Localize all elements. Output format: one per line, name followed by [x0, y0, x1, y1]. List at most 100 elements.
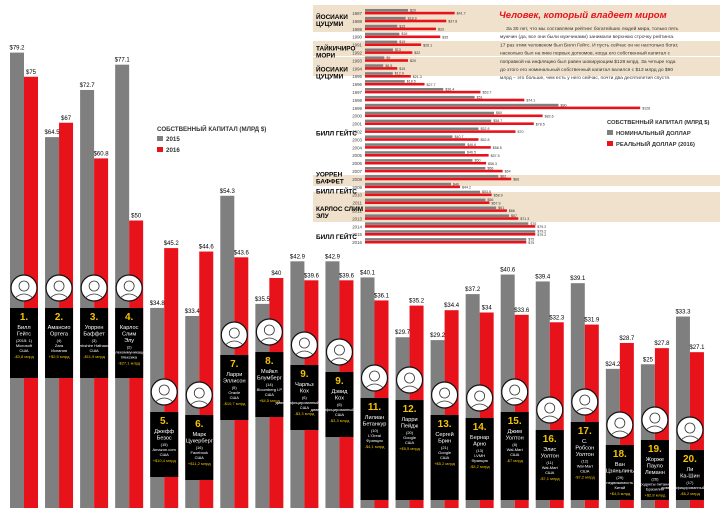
value-label-2016: $45.2 [164, 241, 180, 247]
inset-bar-nominal [365, 16, 406, 20]
person-extra: Amazon.com [153, 447, 177, 452]
inset-bar-real [365, 35, 441, 39]
inset-person-label: ЙОСИАКИ [316, 65, 348, 74]
value-label-2016: $31.9 [584, 318, 600, 324]
person-extra: (17) [686, 480, 694, 485]
person-extra: Google [438, 450, 452, 455]
inset-value-real: $71.3 [520, 217, 529, 221]
person-change: +$2,8 млрд [645, 493, 666, 498]
person-extra: США [265, 392, 275, 397]
person-extra: (20) [406, 430, 414, 435]
inset-bar-real [365, 177, 512, 181]
rank-number: 2. [55, 312, 64, 323]
inset-value-nominal: $67 [511, 214, 517, 218]
portrait-shoulders-icon [365, 383, 384, 389]
inset-bar-real [365, 98, 525, 102]
portrait-face-icon [158, 384, 170, 396]
portrait-shoulders-icon [84, 293, 104, 299]
person-extra: продукты питания [638, 482, 672, 487]
person-change: -$3,3 млрд [330, 418, 350, 423]
inset-value-real: $56.3 [488, 162, 497, 166]
inset-bar-nominal [365, 72, 393, 75]
inset-value-real: $64 [505, 170, 511, 174]
portrait-shoulders-icon [435, 400, 454, 406]
value-label-2016: $60.8 [94, 151, 110, 157]
portrait-face-icon [263, 324, 275, 336]
value-label-2015: $64.5 [45, 130, 61, 136]
person-name: Джефф [154, 429, 174, 435]
value-label-2016: $39.6 [339, 273, 355, 279]
inset-bar-nominal [365, 32, 400, 36]
inset-bar-real [365, 130, 516, 133]
inset-bar-real [365, 27, 436, 31]
person-extra: LVMH [474, 453, 485, 458]
person-name: Жорже [646, 457, 664, 463]
person-extra: США [335, 412, 345, 417]
inset-bar-nominal [365, 135, 453, 138]
person-name: Гейтс [17, 331, 31, 338]
inset-value-real: $53.7 [482, 91, 491, 95]
bar-2015 [220, 195, 235, 508]
inset-bar-nominal [365, 9, 408, 12]
person-name: Бернар [470, 435, 489, 441]
year-label: 2004 [352, 145, 362, 150]
person-extra: США [89, 348, 99, 353]
inset-bar-nominal [365, 238, 527, 241]
inset-bar-nominal [365, 95, 475, 99]
portrait-shoulders-icon [575, 407, 595, 413]
portrait-shoulders-icon [680, 435, 700, 441]
value-label-2016: $34 [482, 306, 493, 312]
portrait-icon [10, 274, 38, 302]
portrait-shoulders-icon [189, 400, 209, 406]
value-label-2015: $40.1 [360, 270, 376, 276]
person-change: -$10,7 млрд [223, 401, 246, 406]
value-label-2016: $40 [271, 271, 282, 277]
inset-bar-nominal [365, 167, 486, 170]
legend-item: 2016 [166, 147, 180, 154]
inset-person-label: МОРИ [316, 52, 336, 59]
rank-number: 13. [438, 419, 452, 430]
inset-person-label: ЦУЦУМИ [316, 21, 344, 28]
portrait-icon [185, 381, 213, 409]
person-extra: Испания [51, 348, 67, 353]
inset-bar-real [365, 106, 641, 110]
person-label-box [45, 308, 74, 378]
person-extra: (5) [232, 385, 238, 390]
person-label-box [675, 450, 704, 500]
person-name: Безос [157, 436, 172, 442]
portrait-shoulders-icon [400, 385, 419, 391]
person-extra: Бразилия [646, 487, 664, 492]
person-extra: Berkshire Hathaway [76, 343, 112, 348]
year-label: 1990 [352, 35, 362, 40]
portrait-shoulders-icon [540, 415, 560, 421]
person-extra: L'Oreal [368, 433, 381, 438]
inset-value-nominal: $50 [475, 159, 481, 163]
portrait-face-icon [193, 387, 205, 399]
inset-value-real: $52.8 [481, 138, 490, 142]
inset-bar-real [365, 201, 490, 204]
inset-bar-real [365, 225, 536, 228]
year-label: 1995 [352, 74, 362, 79]
person-extra: Microsoft [16, 343, 33, 348]
person-extra: США [300, 405, 310, 410]
person-extra: диверсифицированный бизнес [661, 485, 719, 490]
value-label-2015: $77.1 [115, 58, 131, 64]
portrait-icon [220, 321, 248, 349]
inset-bar-real [365, 154, 489, 157]
inset-value-nominal: $12.9 [395, 72, 404, 76]
year-label: 1998 [352, 98, 362, 103]
person-extra: Мексика [121, 355, 137, 360]
inset-bar-real [365, 51, 413, 54]
portrait-face-icon [439, 387, 451, 399]
inset-value-nominal: $75 [528, 238, 534, 242]
person-extra: (4) [57, 338, 63, 343]
inset-value-nominal: $58.7 [493, 119, 502, 123]
person-extra: (6) [337, 402, 343, 407]
inset-value-nominal: $18.9 [408, 16, 417, 20]
inset-bar-nominal [365, 88, 444, 91]
portrait-face-icon [579, 394, 591, 406]
inset-bar-nominal [365, 159, 473, 162]
person-extra: США [580, 469, 590, 474]
year-label: 2008 [352, 177, 362, 182]
person-name: Кох [300, 389, 309, 395]
